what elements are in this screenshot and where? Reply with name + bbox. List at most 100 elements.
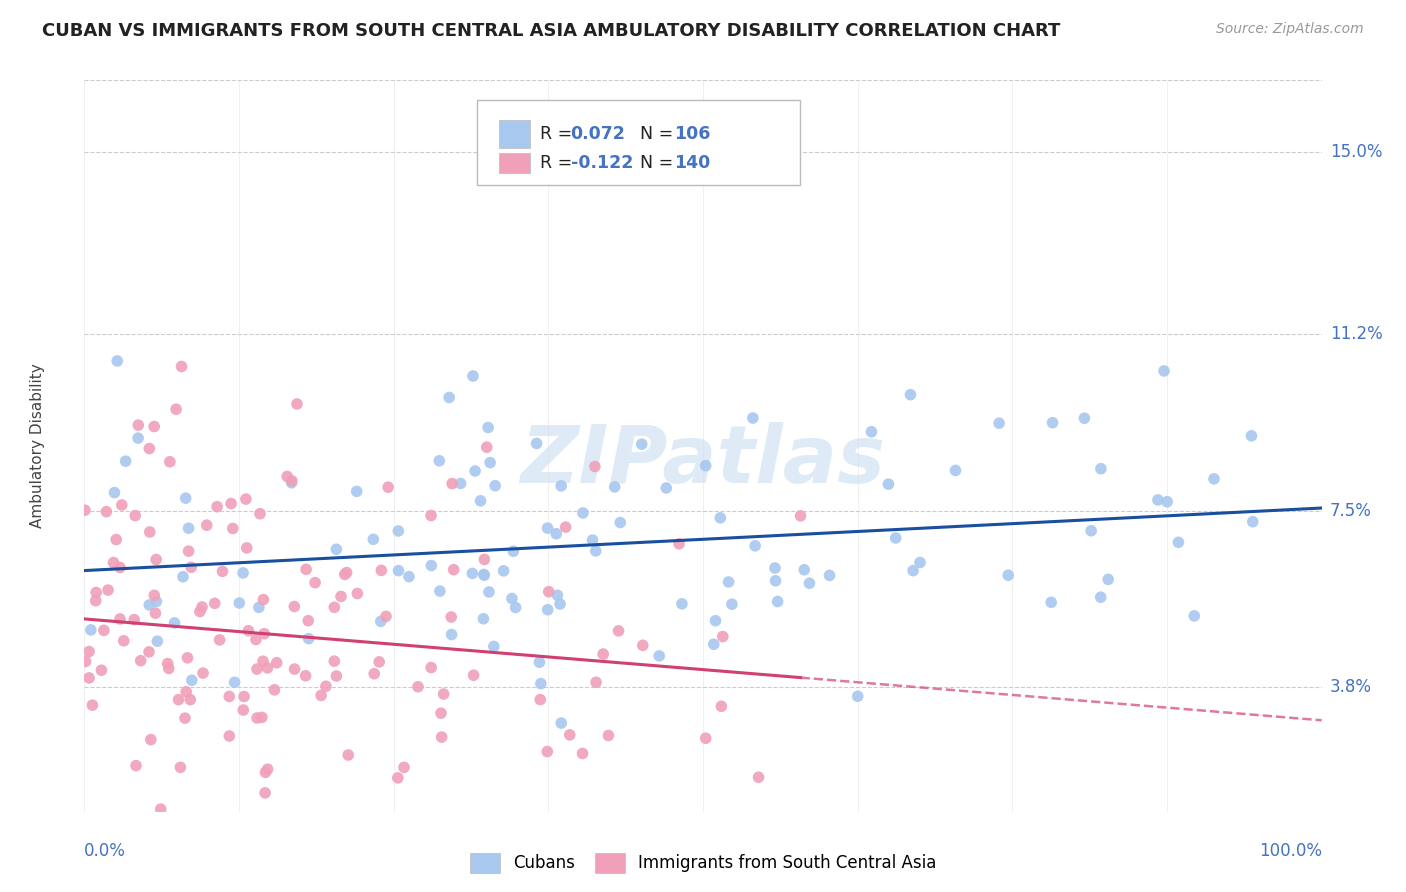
Point [988,416,1011,430]
Point [387,524,409,538]
Point [235,492,257,507]
Point [945,463,967,477]
Point [174,711,197,725]
Point [330,590,353,604]
Point [1153,364,1175,378]
Point [108,560,131,574]
Point [218,729,240,743]
Point [174,685,197,699]
Text: N =: N = [628,125,679,143]
Point [266,656,288,670]
Point [609,516,631,530]
Text: 106: 106 [675,125,711,143]
Point [568,838,591,853]
Point [655,481,678,495]
Point [592,647,614,661]
Point [111,498,134,512]
Point [80,623,103,637]
Point [82,698,104,713]
Point [232,566,254,580]
Point [129,654,152,668]
Point [323,654,346,668]
Point [766,594,789,608]
Point [477,420,499,434]
Point [631,638,654,652]
Point [463,668,485,682]
Point [105,533,128,547]
Point [232,838,254,853]
FancyBboxPatch shape [499,120,530,147]
Point [472,612,495,626]
Point [630,437,652,451]
Point [218,690,240,704]
Legend: Cubans, Immigrants from South Central Asia: Cubans, Immigrants from South Central As… [463,847,943,880]
Point [346,586,368,600]
Text: R =: R = [540,154,578,172]
Text: 15.0%: 15.0% [1330,143,1382,161]
Point [1240,429,1263,443]
Point [122,613,145,627]
Point [818,568,841,582]
Point [114,454,136,468]
Point [246,711,269,725]
Point [285,397,308,411]
Point [256,661,278,675]
Point [179,692,201,706]
Point [1147,492,1170,507]
Point [387,771,409,785]
Point [884,531,907,545]
Text: 3.8%: 3.8% [1330,679,1372,697]
Point [77,671,100,685]
Point [304,575,326,590]
Point [420,660,443,674]
Point [711,630,734,644]
Point [73,503,96,517]
Point [501,591,523,606]
Point [121,838,143,853]
Point [793,563,815,577]
Point [224,675,246,690]
Point [77,644,100,658]
Point [430,706,453,721]
Point [124,508,146,523]
Point [325,542,347,557]
Point [1241,515,1264,529]
Point [420,558,443,573]
Point [900,387,922,401]
Point [1097,573,1119,587]
Text: 0.072: 0.072 [571,125,626,143]
Point [572,506,595,520]
Point [550,479,572,493]
Point [294,669,316,683]
Point [75,655,97,669]
Point [427,454,450,468]
Point [305,838,328,853]
Point [377,480,399,494]
Point [204,596,226,610]
Text: 11.2%: 11.2% [1330,325,1382,343]
Point [232,703,254,717]
Point [103,556,125,570]
Point [309,689,332,703]
Point [440,610,463,624]
Text: Ambulatory Disability: Ambulatory Disability [30,364,45,528]
Point [799,576,821,591]
Point [709,511,731,525]
Point [254,786,277,800]
Point [281,474,304,488]
Point [127,418,149,433]
Point [763,561,786,575]
Point [336,566,359,580]
Point [1202,472,1225,486]
Point [252,654,274,668]
Point [598,729,620,743]
Point [253,626,276,640]
Text: 0.0%: 0.0% [84,842,127,860]
Point [233,690,256,704]
Point [536,745,558,759]
Point [191,666,214,681]
Point [526,436,548,450]
Point [153,838,176,853]
Point [146,634,169,648]
Point [245,632,267,647]
